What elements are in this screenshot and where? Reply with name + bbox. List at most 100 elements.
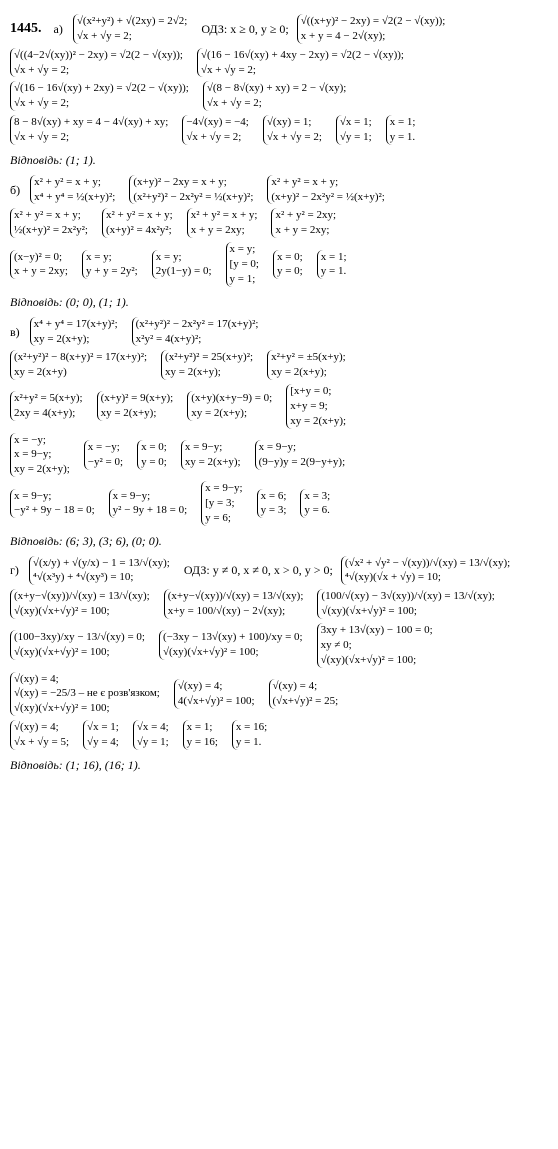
system: x²+y² = 5(x+y); 2xy = 4(x+y); (10, 391, 83, 421)
eq: x²+y² = 5(x+y); (14, 391, 83, 406)
eq: (100−3xy)/xy − 13/√(xy) = 0; (14, 630, 145, 645)
system: x = −y; −y² = 0; (84, 440, 123, 470)
eq: −4√(xy) = −4; (186, 115, 249, 130)
system: [x+y = 0; x+y = 9; xy = 2(x+y); (286, 384, 346, 429)
eq: √x + √y = 2; (207, 96, 346, 111)
system: (x+y−√(xy))/√(xy) = 13/√(xy); x+y = 100/… (164, 589, 304, 619)
eq: xy = 2(x+y); (191, 406, 272, 421)
eq: √(x/y) + √(y/x) − 1 = 13/√(xy); (33, 556, 170, 571)
part-a-label: а) (54, 20, 63, 38)
eq: √x + √y = 2; (267, 130, 322, 145)
eq: x² + y² = 2xy; (275, 208, 336, 223)
eq: x + y = 2xy; (191, 223, 258, 238)
eq: x² + y² = x + y; (271, 175, 384, 190)
eq: (x+y)² = 4x²y²; (106, 223, 173, 238)
eq: x = y; (86, 250, 138, 265)
eq: x = y; (230, 242, 259, 257)
system: (x²+y²)² = 25(x+y)²; xy = 2(x+y); (161, 350, 253, 380)
eq: √x + √y = 2; (77, 29, 188, 44)
line-g-4: √(xy) = 4; √(xy) = −25/3 – не є розв'язк… (10, 672, 548, 717)
line-a-2: √((4−2√(xy))² − 2xy) = √2(2 − √(xy)); √x… (10, 48, 548, 78)
system: x = y; y + y = 2y²; (82, 250, 138, 280)
line-v-4: x = −y; x = 9−y; xy = 2(x+y); x = −y; −y… (10, 433, 548, 478)
eq: √(xy)(√x+√y)² = 100; (14, 604, 150, 619)
eq: (9−y)y = 2(9−y+y); (259, 455, 346, 470)
system: x²+y² = ±5(x+y); xy = 2(x+y); (267, 350, 346, 380)
eq: x+y = 9; (290, 399, 346, 414)
line-b-1: б) x² + y² = x + y; x⁴ + y⁴ = ½(x+y)²; (… (10, 175, 548, 205)
eq: x = 9−y; (259, 440, 346, 455)
eq: x²y² = 4(x+y)²; (136, 332, 259, 347)
eq: y = 1. (321, 264, 347, 279)
odz-text: ОДЗ: y ≠ 0, x ≠ 0, x > 0, y > 0; (184, 561, 333, 579)
system: √(16 − 16√(xy) + 4xy − 2xy) = √2(2 − √(x… (197, 48, 404, 78)
system: x = y; 2y(1−y) = 0; (152, 250, 212, 280)
system: √x = 1; √y = 1; (336, 115, 372, 145)
eq: x² + y² = x + y; (14, 208, 88, 223)
line-v-1: в) x⁴ + y⁴ = 17(x+y)²; xy = 2(x+y); (x²+… (10, 317, 548, 347)
eq: x = 9−y; (14, 447, 70, 462)
eq: √(xy) = 4; (178, 679, 255, 694)
eq: √(16 − 16√(xy) + 4xy − 2xy) = √2(2 − √(x… (201, 48, 404, 63)
line-g-3: (100−3xy)/xy − 13/√(xy) = 0; √(xy)(√x+√y… (10, 623, 548, 668)
eq: x = y; (156, 250, 212, 265)
system: √(xy) = 4; 4(√x+√y)² = 100; (174, 679, 255, 709)
eq: √(x²+y²) + √(2xy) = 2√2; (77, 14, 188, 29)
system: 3xy + 13√(xy) − 100 = 0; xy ≠ 0; √(xy)(√… (317, 623, 433, 668)
system: (x²+y²)² − 8(x+y)² = 17(x+y)²; xy = 2(x+… (10, 350, 147, 380)
eq: 2xy = 4(x+y); (14, 406, 83, 421)
system: x⁴ + y⁴ = 17(x+y)²; xy = 2(x+y); (30, 317, 118, 347)
eq: ½(x+y)² = 2x²y²; (14, 223, 88, 238)
eq: ⁴√(xy)(√x + √y) = 10; (345, 570, 510, 585)
line-g-2: (x+y−√(xy))/√(xy) = 13/√(xy); √(xy)(√x+√… (10, 589, 548, 619)
eq: x + y = 2xy; (275, 223, 336, 238)
system: (x+y)(x+y−9) = 0; xy = 2(x+y); (187, 391, 272, 421)
eq: x²+y² = ±5(x+y); (271, 350, 346, 365)
eq: x+y = 100/√(xy) − 2√(xy); (168, 604, 304, 619)
eq: x = 9−y; (205, 481, 242, 496)
system: x = 1; y = 1. (317, 250, 347, 280)
system: √x = 1; √y = 4; (83, 720, 119, 750)
eq: x = 16; (236, 720, 267, 735)
eq: (x²+y²)² − 2x²y² = ½(x+y)²; (133, 190, 253, 205)
system: x = −y; x = 9−y; xy = 2(x+y); (10, 433, 70, 478)
eq: √(xy) = 1; (267, 115, 322, 130)
eq: x = 3; (304, 489, 330, 504)
eq: x + y = 4 − 2√(xy); (301, 29, 446, 44)
line-g-1: г) √(x/y) + √(y/x) − 1 = 13/√(xy); ⁴√(x³… (10, 556, 548, 586)
eq: (x²+y²)² − 2x²y² = 17(x+y)²; (136, 317, 259, 332)
eq: x = 6; (261, 489, 287, 504)
eq: x = 0; (141, 440, 167, 455)
eq: (x+y)² − 2x²y² = ½(x+y)²; (271, 190, 384, 205)
eq: y = 6; (205, 511, 242, 526)
eq: (100/√(xy) − 3√(xy))/√(xy) = 13/√(xy); (321, 589, 494, 604)
eq: ⁴√(x³y) + ⁴√(xy³) = 10; (33, 570, 170, 585)
system: x = 3; y = 6. (300, 489, 330, 519)
eq: xy = 2(x+y); (34, 332, 118, 347)
eq: x = 9−y; (185, 440, 241, 455)
eq: √y = 1; (137, 735, 169, 750)
line-a-4: 8 − 8√(xy) + xy = 4 − 4√(xy) + xy; √x + … (10, 115, 548, 145)
system: x² + y² = x + y; (x+y)² − 2x²y² = ½(x+y)… (267, 175, 384, 205)
system: √(xy) = 4; (√x+√y)² = 25; (269, 679, 339, 709)
eq: xy = 2(x+y); (165, 365, 253, 380)
eq: (x²+y²)² − 8(x+y)² = 17(x+y)²; (14, 350, 147, 365)
eq: xy = 2(x+y); (14, 462, 70, 477)
system: √(16 − 16√(xy) + 2xy) = √2(2 − √(xy)); √… (10, 81, 189, 111)
eq: √y = 1; (340, 130, 372, 145)
eq: x = 9−y; (14, 489, 95, 504)
eq: y + y = 2y²; (86, 264, 138, 279)
line-b-2: x² + y² = x + y; ½(x+y)² = 2x²y²; x² + y… (10, 208, 548, 238)
eq: √(xy)(√x+√y)² = 100; (14, 701, 160, 716)
system: x = 0; y = 0; (137, 440, 167, 470)
eq: xy = 2(x+y); (290, 414, 346, 429)
system: (100/√(xy) − 3√(xy))/√(xy) = 13/√(xy); √… (317, 589, 494, 619)
answer-v: Відповідь: (6; 3), (3; 6), (0; 0). (10, 532, 548, 550)
eq: 8 − 8√(xy) + xy = 4 − 4√(xy) + xy; (14, 115, 168, 130)
eq: y = 3; (261, 503, 287, 518)
system: √(xy) = 4; √(xy) = −25/3 – не є розв'язк… (10, 672, 160, 717)
eq: x⁴ + y⁴ = 17(x+y)²; (34, 317, 118, 332)
system: (x²+y²)² − 2x²y² = 17(x+y)²; x²y² = 4(x+… (132, 317, 259, 347)
system: x = 1; y = 16; (183, 720, 218, 750)
eq: √x + √y = 2; (186, 130, 249, 145)
